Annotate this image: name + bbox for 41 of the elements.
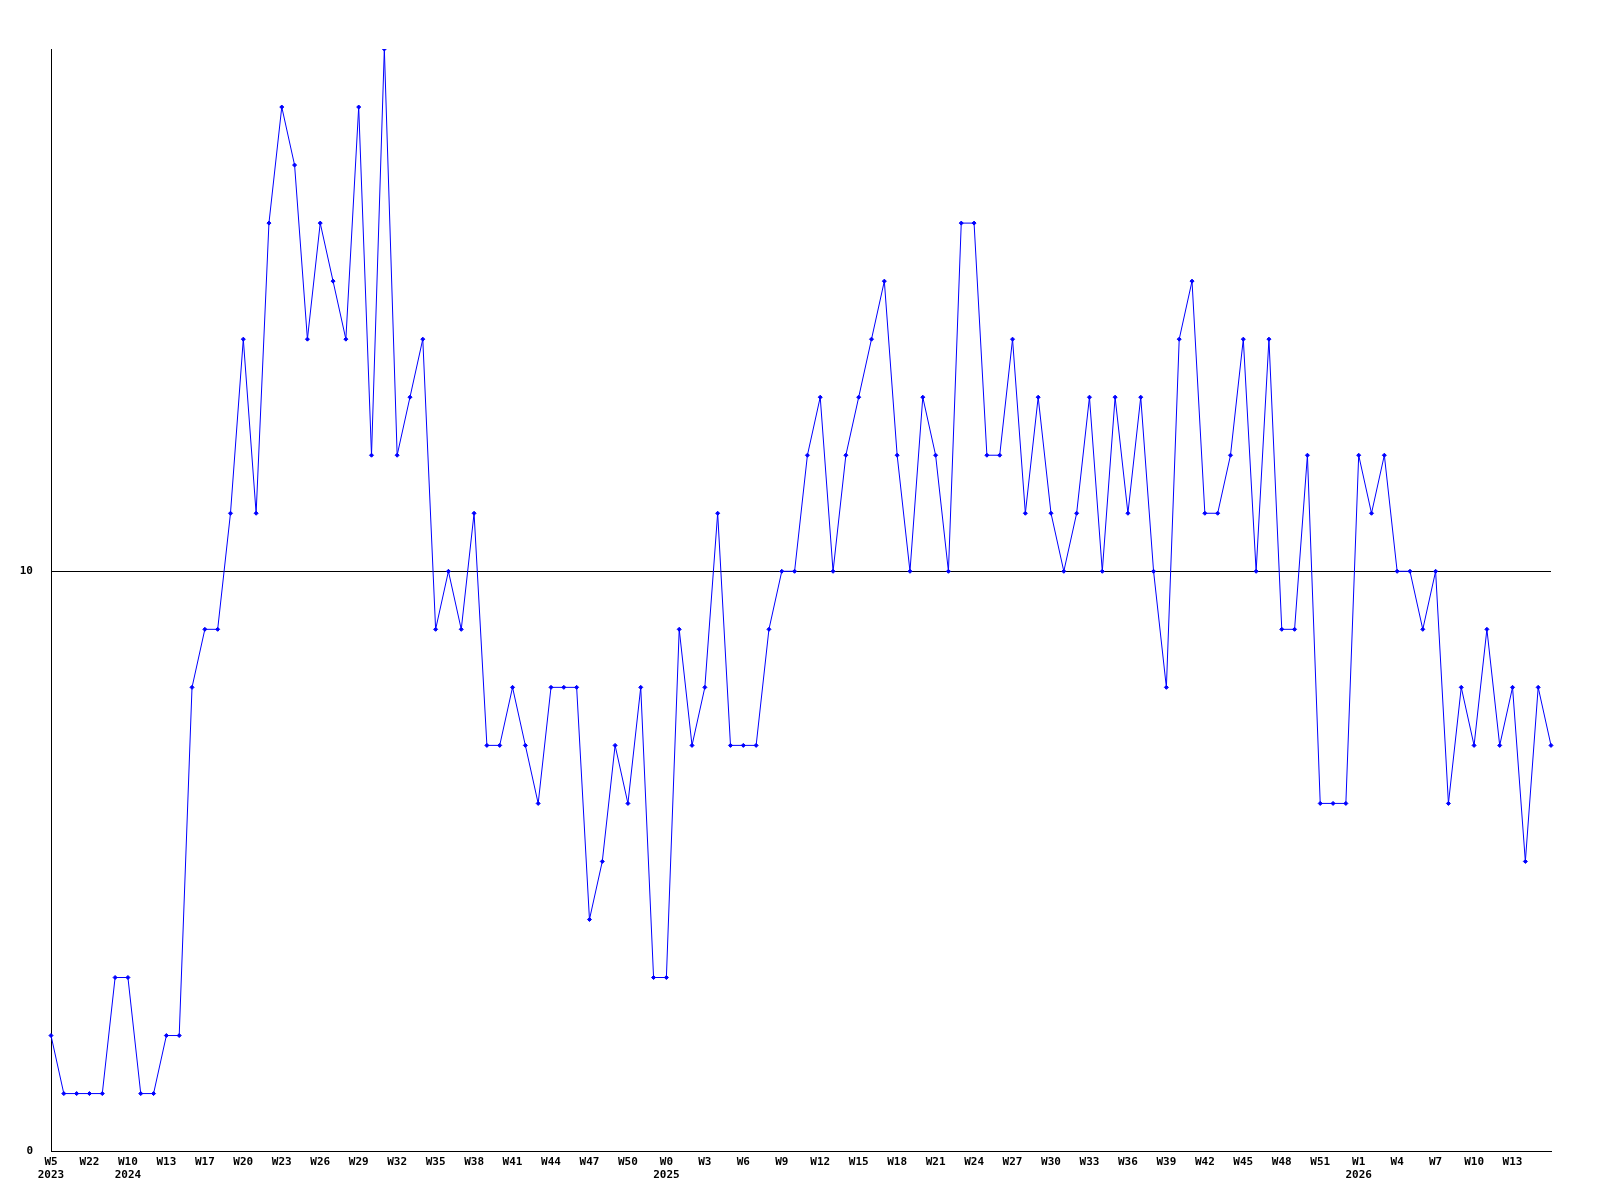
x-tick-label: W0 2025 xyxy=(653,1155,680,1182)
x-tick-label: W44 xyxy=(541,1155,562,1169)
x-tick-label: W13 xyxy=(156,1155,177,1169)
x-tick-label: W50 xyxy=(617,1155,638,1169)
x-tick-label: W42 xyxy=(1194,1155,1215,1169)
x-tick-label: W22 xyxy=(79,1155,100,1169)
x-tick-label: W4 xyxy=(1390,1155,1405,1169)
x-tick-label: W26 xyxy=(310,1155,331,1169)
x-tick-label: W1 2026 xyxy=(1345,1155,1373,1182)
x-tick-label: W29 xyxy=(348,1155,369,1169)
x-tick-label: W35 xyxy=(425,1155,446,1169)
x-tick-label: W3 xyxy=(698,1155,712,1169)
x-tick-label: W51 xyxy=(1310,1155,1331,1169)
x-tick-label: W48 xyxy=(1271,1155,1292,1169)
x-tick-label: W5 2023 xyxy=(37,1155,65,1182)
x-tick-label: W23 xyxy=(271,1155,292,1169)
x-tick-label: W24 xyxy=(964,1155,985,1169)
x-tick-label: W47 xyxy=(579,1155,600,1169)
x-tick-label: W41 xyxy=(502,1155,523,1169)
x-tick-label: W15 xyxy=(848,1155,869,1169)
x-tick-label: W30 xyxy=(1041,1155,1061,1169)
x-tick-label: W33 xyxy=(1079,1155,1100,1169)
y-tick-label: 0 xyxy=(26,1144,33,1158)
x-tick-label: W6 xyxy=(736,1155,751,1169)
x-tick-label: W10 2024 xyxy=(114,1155,142,1182)
x-tick-label: W39 xyxy=(1156,1155,1177,1169)
x-tick-label: W27 xyxy=(1002,1155,1023,1169)
x-tick-label: W36 xyxy=(1117,1155,1139,1169)
x-tick-label: W20 xyxy=(233,1155,254,1169)
x-tick-label: W7 xyxy=(1428,1155,1443,1169)
x-tick-label: W17 xyxy=(194,1155,215,1169)
x-tick-label: W45 xyxy=(1233,1155,1254,1169)
x-tick-label: W12 xyxy=(810,1155,831,1169)
x-tick-label: W21 xyxy=(925,1155,946,1169)
x-tick-label: W18 xyxy=(887,1155,908,1169)
x-tick-label: W13 xyxy=(1502,1155,1523,1169)
x-tick-label: W32 xyxy=(387,1155,408,1169)
x-tick-label: W38 xyxy=(464,1155,485,1169)
x-tick-label: W10 xyxy=(1464,1155,1485,1169)
x-tick-label: W9 xyxy=(775,1155,789,1169)
y-tick-label: 10 xyxy=(19,564,33,578)
